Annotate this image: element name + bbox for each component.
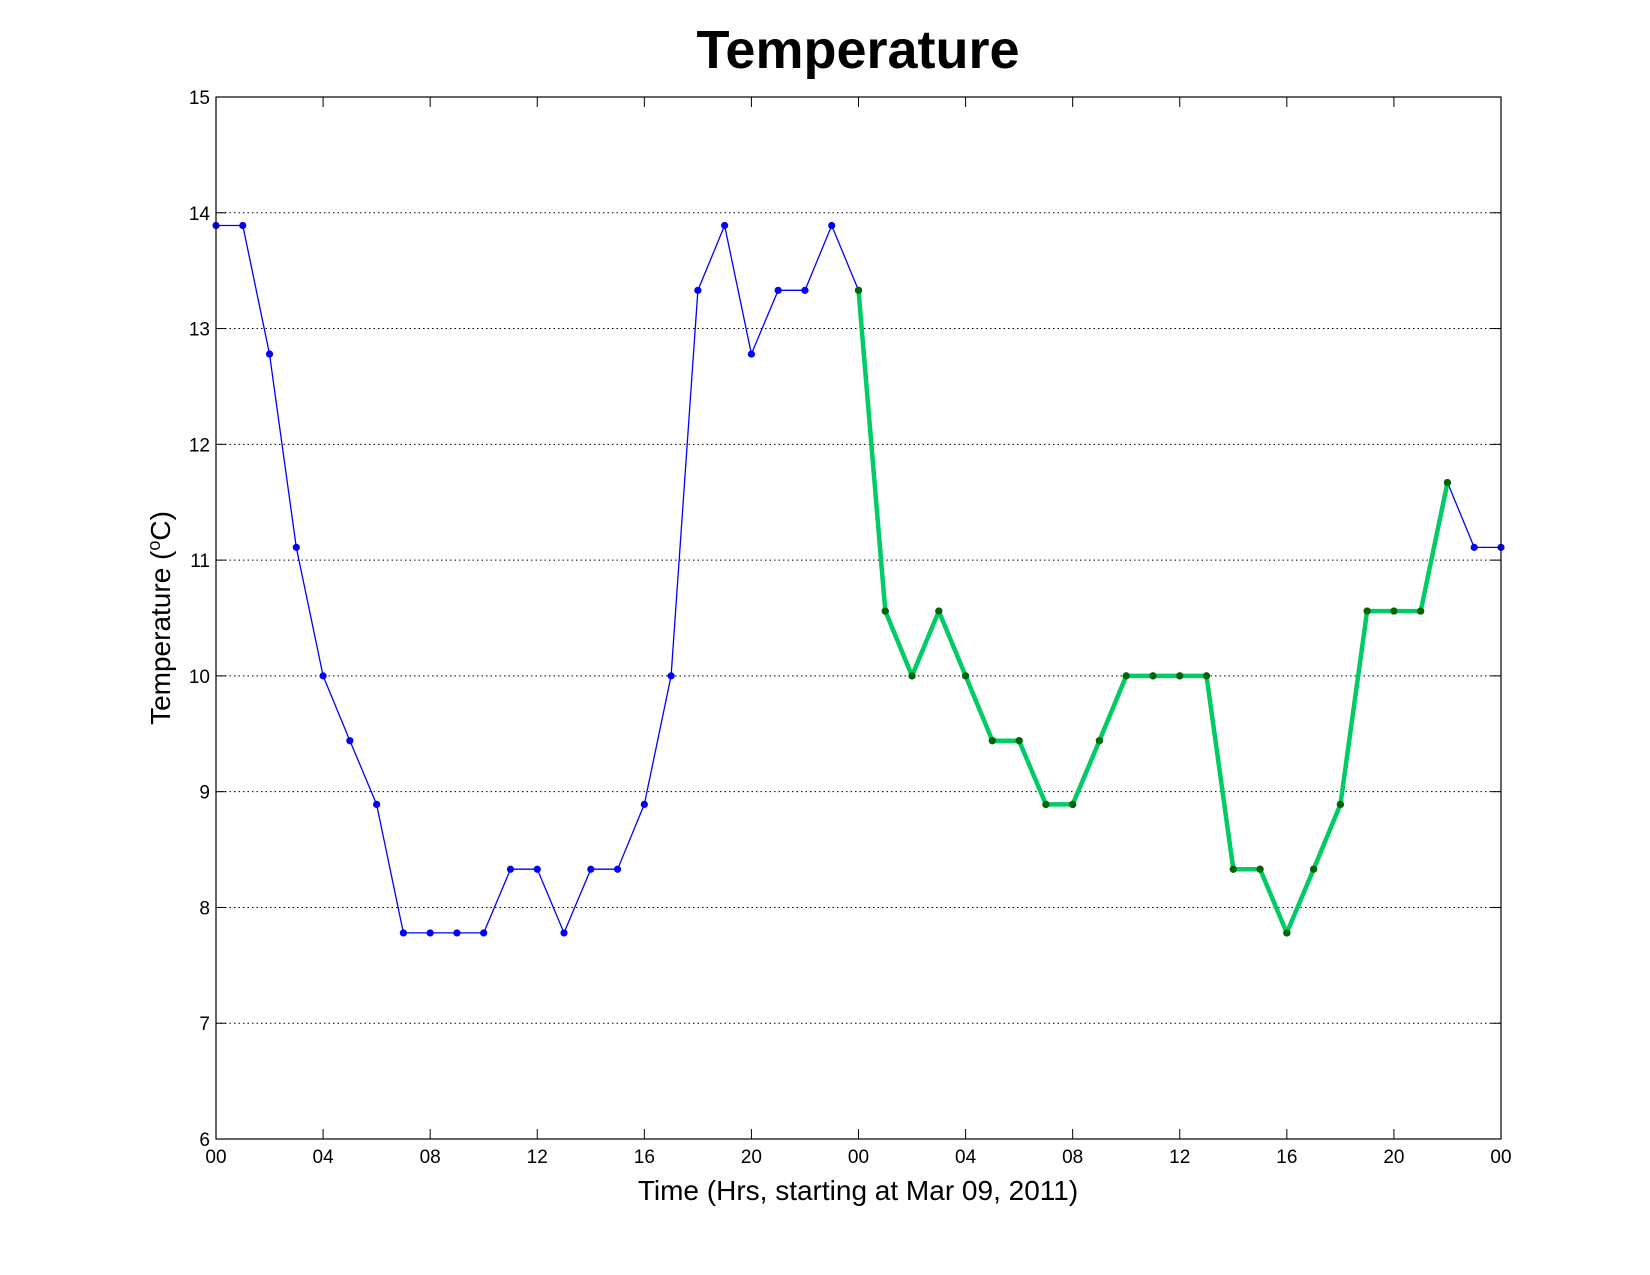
chart-title: Temperature	[696, 20, 1019, 80]
y-tick-label: 12	[189, 435, 210, 456]
y-tick-label: 8	[199, 898, 210, 919]
data-point	[694, 286, 702, 294]
x-tick-label: 20	[1383, 1147, 1404, 1168]
data-point	[1229, 865, 1237, 873]
data-point	[265, 350, 274, 358]
y-tick-label: 15	[189, 88, 210, 109]
data-point	[426, 929, 434, 937]
data-point	[1015, 737, 1023, 745]
data-point	[1256, 865, 1264, 873]
data-point	[1202, 672, 1211, 680]
plot-frame	[215, 96, 1502, 1140]
x-tick-label: 16	[1276, 1147, 1297, 1168]
x-tick-label: 04	[313, 1147, 335, 1168]
data-point	[854, 286, 863, 294]
y-tick-labels: 6 7 8 9 10 11 12 13 14 15	[189, 88, 211, 1151]
data-point	[1336, 800, 1344, 809]
x-tick-labels: 00 04 08 12 16 20 00 04 08 12 16 20 00	[205, 1147, 1511, 1168]
axis-ticks	[215, 96, 1502, 1140]
x-axis-label: Time (Hrs, starting at Mar 09, 2011)	[638, 1175, 1078, 1206]
data-point	[319, 672, 327, 680]
data-point	[881, 607, 889, 615]
data-point	[721, 221, 729, 230]
x-tick-label: 12	[527, 1147, 548, 1168]
series-0	[212, 221, 1505, 937]
x-tick-label: 12	[1169, 1147, 1190, 1168]
x-tick-label: 00	[848, 1147, 869, 1168]
y-tick-label: 10	[189, 667, 210, 688]
data-point	[935, 607, 943, 615]
x-tick-label: 16	[634, 1147, 655, 1168]
y-axis-label-main: Temperature (	[145, 550, 176, 725]
x-tick-label: 00	[1490, 1147, 1511, 1168]
data-point	[373, 800, 381, 809]
data-point	[560, 929, 568, 937]
x-tick-label: 00	[205, 1147, 226, 1168]
data-point	[1310, 865, 1318, 873]
data-point	[774, 286, 782, 294]
data-point	[453, 929, 461, 937]
y-tick-label: 14	[189, 204, 211, 225]
data-point	[828, 221, 836, 230]
x-tick-label: 08	[420, 1147, 441, 1168]
data-point	[1283, 929, 1291, 937]
data-point	[613, 865, 622, 873]
y-tick-label: 13	[189, 320, 210, 341]
data-point	[908, 672, 916, 680]
data-point	[1176, 672, 1184, 680]
y-tick-label: 11	[190, 551, 210, 572]
y-tick-label: 9	[199, 783, 210, 804]
y-axis-label-unit: C)	[145, 511, 176, 541]
data-point	[1042, 800, 1050, 809]
data-point	[1417, 607, 1425, 615]
data-point	[1122, 672, 1130, 680]
data-point	[533, 865, 541, 873]
data-point	[1069, 800, 1077, 809]
series-line-0	[216, 224, 1501, 934]
data-point	[1390, 607, 1398, 615]
y-axis-label-degree: o	[144, 541, 164, 551]
series-layer	[212, 221, 1505, 937]
data-point	[667, 672, 675, 680]
data-point	[587, 865, 595, 873]
data-point	[1443, 478, 1452, 487]
data-point	[988, 737, 996, 745]
data-point	[801, 286, 809, 294]
y-axis-label: Temperature (oC)	[144, 511, 176, 725]
data-point	[1470, 543, 1478, 551]
data-point	[961, 672, 970, 680]
data-point	[506, 865, 515, 873]
data-point	[346, 737, 354, 745]
x-tick-label: 08	[1062, 1147, 1083, 1168]
series-line-1	[856, 290, 1450, 936]
x-tick-label: 20	[741, 1147, 762, 1168]
data-point	[239, 221, 247, 230]
data-point	[1149, 672, 1157, 680]
data-point	[747, 350, 756, 358]
data-point	[1363, 607, 1371, 615]
data-point	[399, 929, 407, 937]
data-point	[1095, 737, 1104, 745]
x-tick-label: 04	[955, 1147, 977, 1168]
series-1	[854, 286, 1452, 937]
data-point	[640, 800, 648, 809]
data-point	[480, 929, 488, 937]
y-tick-label: 7	[199, 1014, 210, 1035]
grid-lines	[216, 212, 1501, 1024]
y-tick-label: 6	[199, 1130, 210, 1151]
data-point	[292, 543, 300, 551]
